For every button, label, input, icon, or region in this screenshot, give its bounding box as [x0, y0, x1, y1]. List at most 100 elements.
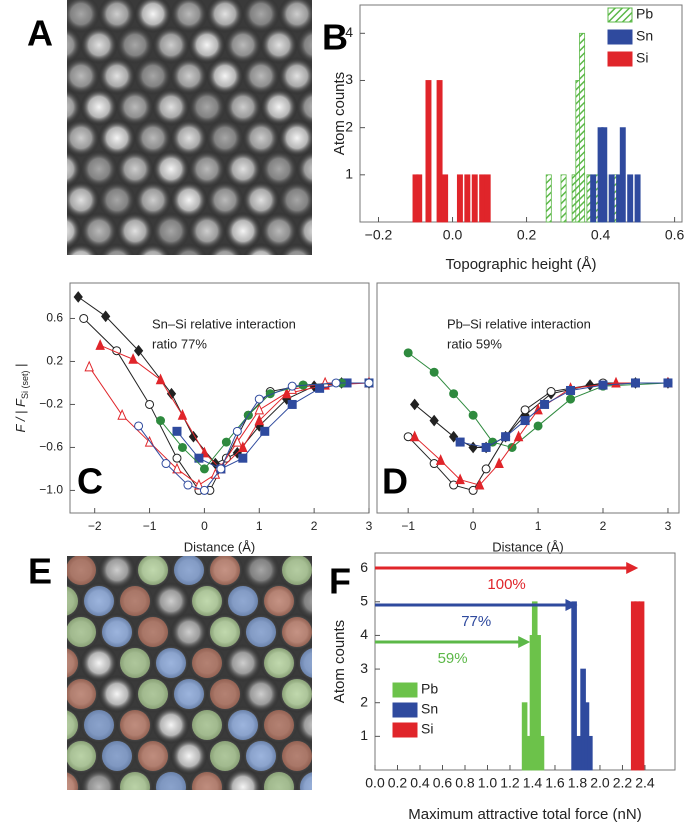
- atom: [188, 26, 226, 64]
- atom-tint: [264, 586, 294, 616]
- marker: [546, 387, 556, 397]
- atom: [67, 119, 100, 157]
- atom: [170, 613, 208, 651]
- atom: [279, 243, 312, 255]
- atom: [80, 212, 118, 250]
- atom: [26, 243, 64, 281]
- marker: [429, 414, 439, 427]
- atom: [152, 706, 190, 744]
- atom: [98, 57, 136, 95]
- atom-tint: [120, 586, 150, 616]
- atom: [206, 181, 244, 219]
- atom: [67, 181, 100, 219]
- atom: [99, 243, 135, 255]
- bar: [638, 601, 645, 771]
- bar: [456, 174, 463, 223]
- atom-tint: [192, 648, 222, 678]
- atom: [80, 768, 118, 790]
- legend-swatch: [392, 722, 418, 738]
- atom-tint: [66, 803, 96, 827]
- atom: [260, 150, 298, 188]
- y-tick-label: −0.6: [39, 440, 63, 454]
- atom-tint: [156, 648, 186, 678]
- atom-tint: [282, 617, 312, 647]
- atom: [206, 57, 244, 95]
- stm-image: [26, 0, 370, 312]
- bar: [579, 32, 586, 223]
- bar: [587, 735, 593, 771]
- atom: [243, 243, 279, 255]
- atom: [242, 556, 280, 589]
- atom: [152, 582, 190, 620]
- arrow-label: 59%: [438, 650, 468, 667]
- curve: [407, 352, 668, 448]
- marker: [101, 310, 111, 323]
- bar: [571, 601, 577, 771]
- y-axis-label: Atom counts: [331, 620, 348, 703]
- y-tick-label: −0.2: [39, 397, 63, 411]
- atom: [116, 274, 154, 312]
- marker: [449, 389, 459, 399]
- atom-tint: [228, 710, 258, 740]
- marker: [95, 339, 105, 350]
- atom: [67, 26, 82, 64]
- atom-tint: [102, 741, 132, 771]
- atom-tint: [156, 772, 186, 790]
- panel-letter: F: [329, 561, 351, 602]
- atom: [296, 212, 312, 250]
- x-tick-label: 2.0: [590, 775, 610, 791]
- x-tick-label: −1: [143, 519, 157, 533]
- y-axis-label-part: |: [13, 364, 28, 371]
- bar: [525, 735, 531, 771]
- atom: [80, 26, 118, 64]
- atom-tint: [174, 803, 204, 827]
- atom-tint: [264, 648, 294, 678]
- y-axis-label-part: Si (set): [20, 371, 30, 400]
- arrow-head: [518, 636, 531, 648]
- atom-tint: [84, 710, 114, 740]
- marker: [287, 399, 297, 409]
- marker: [177, 408, 188, 420]
- curve: [138, 382, 369, 492]
- atom-tint: [138, 617, 168, 647]
- y-tick-label: 6: [360, 559, 368, 575]
- atom-tint: [138, 556, 168, 585]
- atom: [260, 212, 298, 250]
- atom: [67, 57, 100, 95]
- x-tick-label: 0.0: [365, 775, 385, 791]
- atom-tint: [67, 772, 78, 790]
- y-axis-label: Atom counts: [331, 72, 348, 155]
- marker: [177, 442, 187, 452]
- atom-tint: [282, 803, 312, 827]
- atom: [98, 556, 136, 589]
- atom-tint: [336, 772, 366, 802]
- bar: [545, 174, 552, 223]
- bar: [634, 601, 640, 771]
- atom: [314, 799, 352, 827]
- marker: [481, 464, 491, 474]
- marker: [199, 464, 209, 474]
- atom: [332, 274, 370, 312]
- x-tick-label: 0.2: [517, 227, 537, 243]
- y-tick-label: 5: [360, 592, 368, 608]
- atom: [98, 799, 136, 827]
- atom: [116, 26, 154, 64]
- x-tick-label: 2.2: [613, 775, 633, 791]
- atom: [80, 150, 118, 188]
- marker: [287, 381, 297, 391]
- atom: [67, 212, 82, 250]
- legend-swatch: [392, 682, 418, 698]
- atom-tint: [282, 556, 312, 585]
- x-tick-label: 1.2: [500, 775, 520, 791]
- marker: [216, 464, 226, 474]
- x-tick-label: 0: [201, 519, 208, 533]
- legend-label: Pb: [421, 681, 438, 697]
- marker: [232, 426, 242, 436]
- atom: [26, 613, 64, 651]
- marker: [238, 441, 248, 452]
- legend-swatch: [607, 51, 633, 67]
- atom-tint: [138, 741, 168, 771]
- atom: [26, 737, 64, 775]
- bar: [442, 174, 449, 223]
